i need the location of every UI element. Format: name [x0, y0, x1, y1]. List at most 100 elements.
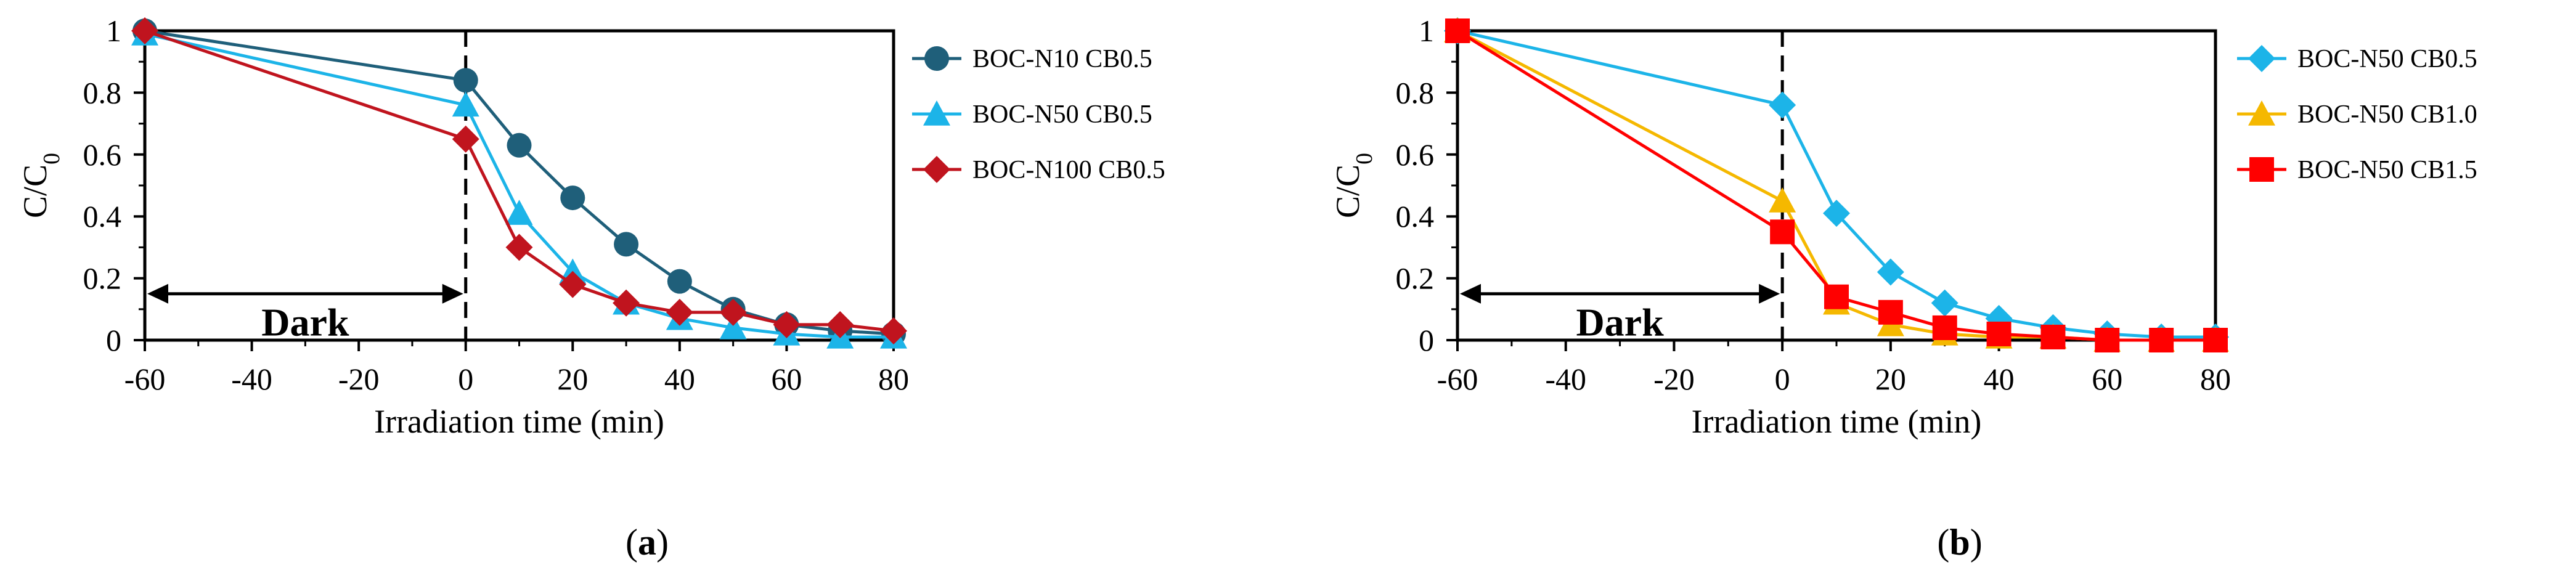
data-point [1931, 289, 1958, 317]
legend-label: BOC-N50 CB1.0 [2297, 100, 2477, 129]
y-tick-label: 0 [106, 323, 121, 357]
y-tick-label: 0.2 [1396, 261, 1435, 296]
x-tick-label: -60 [124, 362, 166, 396]
x-tick-label: 80 [2200, 362, 2231, 396]
data-point [1986, 321, 2011, 346]
data-point [826, 311, 854, 338]
legend-entry: BOC-N100 CB0.5 [912, 156, 1165, 184]
legend-marker [2248, 100, 2275, 126]
y-axis-title: C/C0 [17, 153, 65, 218]
data-point [1769, 187, 1796, 213]
x-tick-label: 60 [771, 362, 802, 396]
data-point [1877, 258, 1904, 286]
legend-marker [2248, 45, 2275, 72]
legend-marker [923, 100, 950, 126]
series-line [1456, 29, 2215, 342]
data-point [1824, 284, 1849, 309]
data-point [2040, 324, 2066, 349]
panel-label: (b) [1937, 522, 1982, 563]
data-point [453, 68, 478, 93]
x-tick-label: 20 [557, 362, 588, 396]
x-tick-label: -40 [231, 362, 272, 396]
series-1 [132, 18, 906, 346]
y-tick-label: 0.8 [1396, 75, 1435, 110]
data-point [1932, 315, 1957, 340]
legend-entry: BOC-N50 CB0.5 [912, 100, 1152, 129]
x-tick-label: 80 [878, 362, 909, 396]
data-point [560, 185, 585, 211]
legend-marker [2249, 157, 2274, 182]
legend-label: BOC-N50 CB0.5 [2297, 45, 2477, 73]
data-point [1878, 299, 1903, 325]
data-point [666, 298, 693, 326]
data-point [719, 314, 747, 340]
data-point [1769, 91, 1796, 119]
data-point [1823, 200, 1850, 227]
legend-entry: BOC-N10 CB0.5 [912, 45, 1152, 73]
data-point [667, 269, 692, 294]
x-tick-label: -60 [1437, 362, 1478, 396]
series-line [1457, 29, 2215, 339]
series-3 [1445, 18, 2228, 352]
x-tick-label: -20 [1653, 362, 1695, 396]
data-point [719, 298, 747, 326]
data-point [613, 289, 640, 317]
x-tick-label: -20 [338, 362, 380, 396]
legend-marker [924, 46, 949, 71]
y-tick-label: 0.4 [1396, 199, 1435, 234]
data-point [452, 125, 479, 153]
dark-arrow-head-left [147, 283, 168, 304]
legend-entry: BOC-N50 CB1.5 [2237, 156, 2477, 184]
y-axis-title: C/C0 [1329, 153, 1377, 218]
chart-panel-a: -60 -40 -20 0 20 40 60 80 0 0.2 0.4 0.6 0.8 1 Irradiat… [17, 14, 1165, 563]
dark-label: Dark [261, 301, 349, 344]
panel-label: (a) [626, 522, 669, 563]
y-tick-label: 1 [1419, 14, 1434, 48]
dark-label: Dark [1576, 301, 1664, 344]
data-point [452, 91, 479, 117]
data-point [507, 132, 532, 158]
series-line [144, 32, 894, 339]
data-point [1770, 219, 1795, 245]
chart-panel-b: -60 -40 -20 0 20 40 60 80 0 0.2 0.4 0.6 0.8 1 Irradiat… [1329, 14, 2477, 563]
dark-arrow-head-right [1759, 283, 1780, 304]
x-axis-title: Irradiation time (min) [1692, 403, 1982, 440]
y-tick-label: 0.8 [83, 75, 122, 110]
dark-arrow-head-left [1460, 283, 1481, 304]
legend-marker [923, 156, 950, 183]
y-tick-label: 0.6 [1396, 137, 1435, 172]
x-tick-label: 40 [1984, 362, 2015, 396]
x-tick-label: -40 [1545, 362, 1586, 396]
x-tick-label: 20 [1875, 362, 1906, 396]
series-3 [131, 17, 907, 344]
data-point [2203, 328, 2228, 352]
series-2 [131, 20, 907, 349]
data-point [1445, 18, 1470, 43]
x-tick-label: 60 [2092, 362, 2122, 396]
legend-entry: BOC-N50 CB0.5 [2237, 45, 2477, 73]
legend-entry: BOC-N50 CB1.0 [2237, 100, 2477, 129]
legend-label: BOC-N50 CB1.5 [2297, 156, 2477, 184]
legend-label: BOC-N10 CB0.5 [972, 45, 1152, 73]
y-tick-label: 0 [1419, 323, 1434, 357]
y-tick-label: 0.4 [83, 199, 122, 234]
data-point [614, 232, 639, 257]
data-point [773, 311, 801, 338]
y-tick-label: 0.6 [83, 137, 122, 172]
x-tick-label: 40 [664, 362, 695, 396]
x-tick-label: 0 [1775, 362, 1790, 396]
data-point [505, 234, 533, 261]
data-point [505, 200, 533, 225]
data-point [2095, 328, 2120, 352]
legend-label: BOC-N100 CB0.5 [972, 156, 1165, 184]
series-line [144, 29, 894, 333]
data-point [131, 17, 158, 44]
legend-label: BOC-N50 CB0.5 [972, 100, 1152, 129]
data-point [559, 271, 587, 298]
dark-arrow-head-right [442, 283, 463, 304]
y-tick-label: 1 [106, 14, 121, 48]
x-axis-title: Irradiation time (min) [374, 403, 664, 440]
y-tick-label: 0.2 [83, 261, 122, 296]
